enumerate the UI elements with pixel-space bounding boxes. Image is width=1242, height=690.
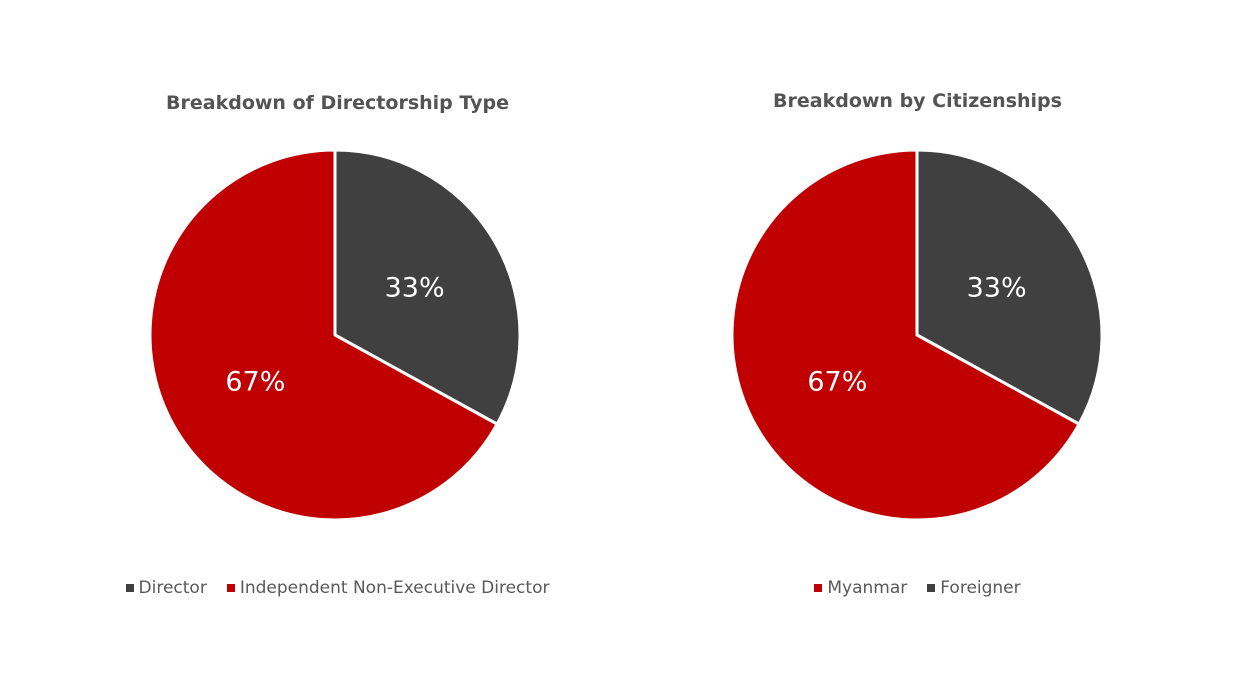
pie-slice-director bbox=[333, 148, 522, 426]
legend-swatch bbox=[814, 584, 823, 592]
pie-slice-myanmar bbox=[730, 148, 1081, 522]
legend-item-foreigner: Foreigner bbox=[927, 578, 1021, 598]
slice-data-label: 67% bbox=[807, 367, 867, 398]
legend-item-director: Director bbox=[125, 578, 207, 598]
slice-data-label: 33% bbox=[967, 272, 1027, 303]
slice-data-label: 33% bbox=[385, 272, 445, 303]
chart-title: Breakdown by Citizenships bbox=[773, 90, 1062, 112]
chart-legend: Myanmar Foreigner bbox=[607, 578, 1228, 598]
legend-swatch bbox=[125, 584, 134, 592]
pie-slice-independent-non-executive-director bbox=[148, 148, 499, 522]
legend-label: Independent Non-Executive Director bbox=[239, 578, 550, 598]
pie-chart: 33% 67% bbox=[148, 148, 522, 522]
legend-label: Foreigner bbox=[940, 578, 1021, 598]
chart-legend: Director Independent Non-Executive Direc… bbox=[27, 578, 648, 598]
slice-data-label: 67% bbox=[225, 367, 285, 398]
legend-item-myanmar: Myanmar bbox=[814, 578, 907, 598]
chart-citizenships: Breakdown by Citizenships 33% 67% Myanmar… bbox=[607, 0, 1228, 690]
legend-label: Myanmar bbox=[827, 578, 908, 598]
legend-label: Director bbox=[138, 578, 207, 598]
legend-swatch bbox=[226, 584, 235, 592]
chart-title: Breakdown of Directorship Type bbox=[166, 92, 509, 114]
pie-slice-foreigner bbox=[915, 148, 1104, 426]
legend-item-independent-non-executive-director: Independent Non-Executive Director bbox=[226, 578, 550, 598]
pie-chart: 33% 67% bbox=[730, 148, 1104, 522]
legend-swatch bbox=[927, 584, 936, 592]
chart-directorship-type: Breakdown of Directorship Type 33% 67% Di… bbox=[27, 0, 648, 690]
